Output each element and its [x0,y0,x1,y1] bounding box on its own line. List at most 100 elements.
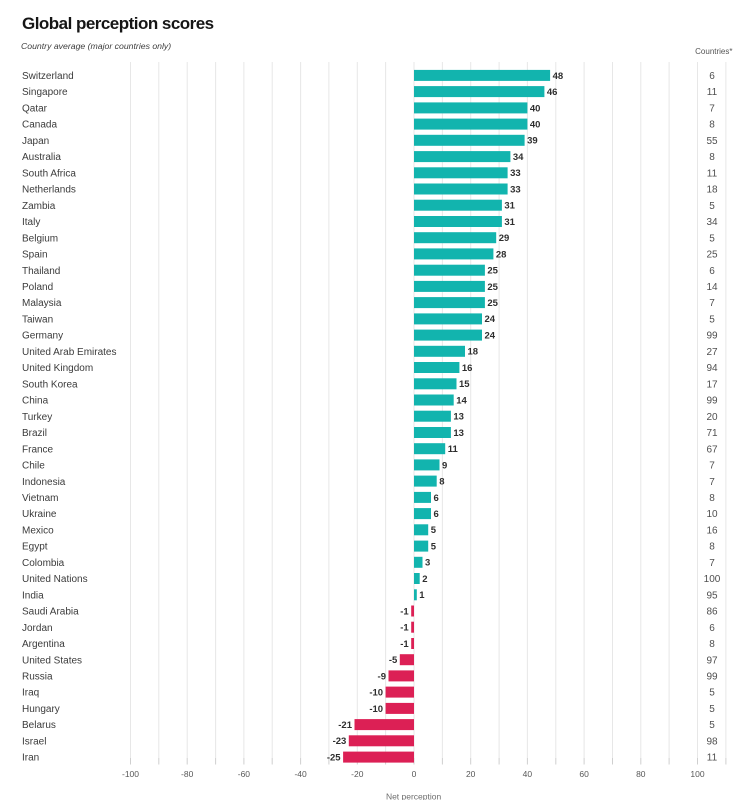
svg-text:Iran: Iran [22,753,39,764]
svg-text:Italy: Italy [22,217,40,228]
svg-text:Iraq: Iraq [22,688,39,699]
svg-text:94: 94 [706,363,718,374]
svg-text:Israel: Israel [22,736,46,747]
svg-text:80: 80 [636,769,646,779]
svg-text:99: 99 [706,331,718,342]
svg-text:24: 24 [485,331,496,342]
svg-text:Netherlands: Netherlands [22,185,76,196]
svg-text:8: 8 [709,542,715,553]
svg-text:86: 86 [706,607,718,618]
svg-text:China: China [22,396,49,407]
svg-text:8: 8 [709,639,715,650]
svg-text:15: 15 [459,379,470,390]
svg-text:Argentina: Argentina [22,639,65,650]
svg-text:6: 6 [709,266,715,277]
svg-text:95: 95 [706,590,718,601]
svg-text:40: 40 [530,120,541,131]
svg-text:60: 60 [579,769,589,779]
svg-text:14: 14 [456,395,467,406]
svg-text:-10: -10 [369,704,383,715]
svg-text:Qatar: Qatar [22,104,48,115]
svg-text:India: India [22,590,44,601]
svg-text:Singapore: Singapore [22,87,68,98]
svg-text:-10: -10 [369,688,383,699]
svg-text:7: 7 [709,461,715,472]
svg-text:Canada: Canada [22,120,57,131]
svg-text:-25: -25 [327,753,341,764]
svg-text:55: 55 [706,136,718,147]
svg-text:5: 5 [431,525,437,536]
svg-text:25: 25 [706,250,718,261]
svg-text:-23: -23 [333,736,347,747]
svg-text:Jordan: Jordan [22,623,53,634]
svg-text:11: 11 [707,753,718,764]
svg-text:6: 6 [709,71,715,82]
svg-text:Saudi Arabia: Saudi Arabia [22,607,79,618]
svg-text:8: 8 [709,120,715,131]
svg-text:Belgium: Belgium [22,233,58,244]
svg-text:67: 67 [706,444,718,455]
svg-text:South Korea: South Korea [22,379,78,390]
svg-text:3: 3 [425,558,430,569]
svg-text:11: 11 [448,444,459,455]
svg-text:9: 9 [442,460,447,471]
svg-text:24: 24 [485,314,496,325]
svg-text:5: 5 [709,233,715,244]
svg-text:Taiwan: Taiwan [22,315,53,326]
svg-text:South Africa: South Africa [22,168,76,179]
svg-text:Thailand: Thailand [22,266,60,277]
svg-text:14: 14 [706,282,718,293]
svg-text:18: 18 [468,347,479,358]
svg-text:20: 20 [466,769,476,779]
svg-text:13: 13 [453,412,464,423]
svg-text:28: 28 [496,249,507,260]
svg-text:18: 18 [706,185,718,196]
svg-text:100: 100 [690,769,704,779]
svg-text:6: 6 [434,493,439,504]
svg-text:Vietnam: Vietnam [22,493,59,504]
svg-text:Turkey: Turkey [22,412,52,423]
svg-text:0: 0 [412,769,417,779]
svg-text:-1: -1 [400,606,409,617]
svg-text:8: 8 [709,493,715,504]
svg-text:Indonesia: Indonesia [22,477,66,488]
svg-text:-1: -1 [400,623,409,634]
svg-text:34: 34 [706,217,718,228]
svg-text:5: 5 [709,201,715,212]
svg-text:25: 25 [487,266,498,277]
svg-text:Russia: Russia [22,672,53,683]
svg-text:United Kingdom: United Kingdom [22,363,93,374]
svg-text:40: 40 [523,769,533,779]
svg-text:11: 11 [707,168,718,179]
svg-text:7: 7 [709,477,715,488]
svg-text:United Nations: United Nations [22,574,88,585]
svg-text:Zambia: Zambia [22,201,56,212]
svg-text:98: 98 [706,736,718,747]
svg-text:Spain: Spain [22,250,48,261]
svg-text:United Arab Emirates: United Arab Emirates [22,347,117,358]
svg-text:33: 33 [510,168,521,179]
svg-text:99: 99 [706,672,718,683]
svg-text:France: France [22,444,54,455]
svg-text:6: 6 [709,623,715,634]
svg-text:Switzerland: Switzerland [22,71,74,82]
svg-text:29: 29 [499,233,510,244]
svg-text:1: 1 [419,590,425,601]
svg-text:8: 8 [439,477,444,488]
svg-text:-1: -1 [400,639,409,650]
svg-text:United States: United States [22,655,82,666]
svg-text:16: 16 [706,525,718,536]
svg-text:Hungary: Hungary [22,704,60,715]
svg-text:7: 7 [709,298,715,309]
svg-text:Malaysia: Malaysia [22,298,62,309]
svg-text:2: 2 [422,574,427,585]
svg-text:5: 5 [431,542,437,553]
svg-text:31: 31 [504,201,515,212]
svg-text:46: 46 [547,87,558,98]
svg-text:Germany: Germany [22,331,63,342]
svg-text:99: 99 [706,396,718,407]
svg-text:20: 20 [706,412,718,423]
svg-text:48: 48 [553,71,564,82]
svg-text:7: 7 [709,104,715,115]
svg-text:31: 31 [504,217,515,228]
